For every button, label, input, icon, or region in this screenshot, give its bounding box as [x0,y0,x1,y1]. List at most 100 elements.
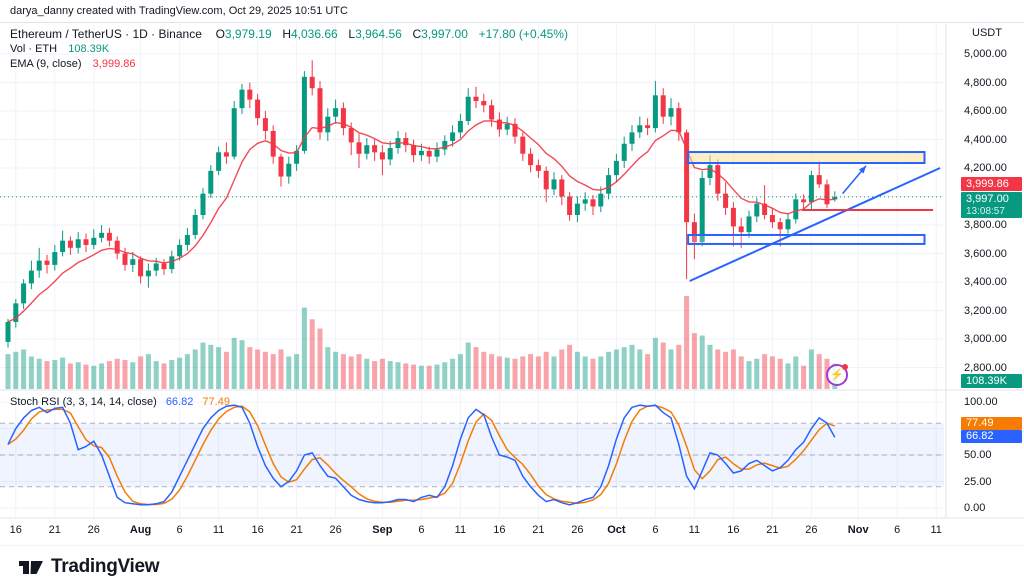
volume-bar [793,356,799,389]
candle-body [450,132,456,141]
candle-body [372,145,378,153]
volume-bar [715,349,721,389]
candle-body [481,101,487,106]
ema-legend-row[interactable]: EMA (9, close) 3,999.86 [10,57,568,72]
candle-body [598,193,604,207]
candle-body [613,160,619,176]
volume-bar [582,356,588,389]
candle-body [652,95,658,129]
volume-bar [551,356,557,389]
candle-body [754,203,760,217]
volume-bar [325,347,331,389]
volume-bar [247,347,253,389]
boost-lightning-icon[interactable]: ⚡ [826,364,848,386]
volume-bar [223,351,229,389]
price-axis-label: 3,600.00 [964,247,1007,260]
time-axis-label: 16 [493,524,506,536]
candle-body [723,193,729,208]
candle-body [785,219,791,230]
volume-bar [364,358,370,389]
volume-badge: 108.39K [961,374,1022,388]
volume-bar [574,351,580,389]
time-axis-label: 11 [688,524,701,536]
volume-bar [200,342,206,389]
time-axis-label: 6 [418,524,425,536]
volume-bar [769,356,775,389]
candle-body [99,232,105,238]
volume-bar [668,349,674,389]
time-axis-label: 26 [805,524,818,536]
volume-bar [707,344,713,389]
candle-body [364,145,370,154]
high-label: H [282,27,291,41]
candle-body [512,123,518,137]
candle-body [325,116,331,133]
candle-body [473,96,479,102]
candle-body [130,259,136,265]
price-axis-label: 4,200.00 [964,162,1007,174]
drawing-support-rectangle[interactable] [687,233,926,245]
volume-bar [785,363,791,389]
candle-body [465,96,471,121]
stoch-k-line [7,404,836,506]
candle-body [192,215,198,235]
tradingview-logo[interactable]: TradingView [18,554,160,580]
volume-bar [44,361,50,389]
volume-legend-row[interactable]: Vol · ETH 108.39K [10,42,568,57]
candle-body [200,193,206,216]
volume-label: Vol · ETH [10,43,58,55]
time-axis-label: 11 [454,524,467,536]
volume-bar [340,354,346,389]
volume-bar [67,363,73,389]
price-scale-currency: USDT [972,27,1002,39]
change-value: +17.80 (+0.45%) [478,27,568,41]
stoch-axis-label: 50.00 [964,449,992,461]
candle-body [387,148,393,160]
volume-bar [528,354,534,389]
candle-body [216,152,222,171]
volume-value: 108.39K [68,43,110,55]
symbol-legend-row[interactable]: Ethereum / TetherUS · 1D · Binance O3,97… [10,27,568,42]
drawing-resistance-rectangle[interactable] [687,151,926,165]
candle-body [567,196,573,216]
time-axis-label: 11 [212,524,225,536]
time-axis-label: Nov [847,524,869,536]
tradingview-logo-icon [19,561,43,574]
drawing-trendline[interactable] [689,167,941,282]
candle-body [738,226,744,233]
chart-canvas[interactable] [0,0,1024,546]
volume-bar [816,354,822,389]
volume-bar [60,357,66,389]
candle-body [746,216,752,233]
volume-bar [301,307,307,389]
volume-bar [473,347,479,389]
volume-bar [754,358,760,389]
candle-body [762,203,768,216]
attribution-text: darya_danny created with TradingView.com… [10,5,348,17]
time-axis-label: 21 [48,524,61,536]
chart-legend[interactable]: Ethereum / TetherUS · 1D · Binance O3,97… [10,27,568,72]
volume-bar [177,357,183,389]
volume-bar [255,349,261,389]
volume-bar [231,337,237,389]
volume-bar [621,347,627,389]
candle-body [83,239,89,245]
volume-bar [208,344,214,389]
candle-body [91,237,97,245]
candle-body [286,163,292,177]
volume-bar [262,351,268,389]
candle-body [239,89,245,109]
candle-body [777,222,783,230]
candle-body [489,105,495,120]
tradingview-logo-text: TradingView [51,556,160,577]
candle-body [535,165,541,171]
candle-body [676,108,682,133]
candle-body [426,150,432,157]
candle-body [691,222,697,243]
volume-bar [489,354,495,389]
candle-body [418,150,424,156]
stoch-rsi-legend-row[interactable]: Stoch RSI (3, 3, 14, 14, close) 66.82 77… [10,396,230,408]
volume-bar [28,356,34,389]
open-label: O [215,27,225,41]
candle-body [496,119,502,130]
